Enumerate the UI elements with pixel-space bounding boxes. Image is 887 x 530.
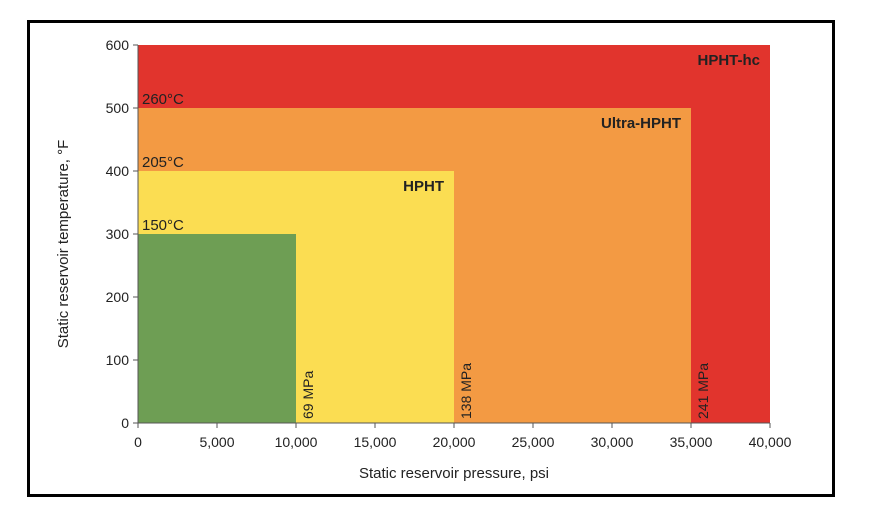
axes-layer: 0 5,000 10,000 15,000 20,000 25,000 30,000 35,0…	[106, 37, 792, 450]
x-tick-label: 20,000	[433, 434, 476, 450]
pressure-annotation-241-mpa: 241 MPa	[695, 363, 711, 419]
y-tick-label: 500	[106, 100, 130, 116]
y-tick-label: 400	[106, 163, 130, 179]
temperature-annotation-205-c: 205°C	[142, 154, 184, 171]
y-tick-label: 100	[106, 352, 130, 368]
region-base-3	[138, 234, 296, 423]
x-tick-label: 15,000	[354, 434, 397, 450]
annotations-layer: 260°C 205°C 150°C 69 MPa 138 MPa 241 MPa	[142, 91, 711, 419]
regions-layer: HPHT-hc Ultra-HPHT HPHT	[138, 45, 770, 423]
chart-frame: HPHT-hc Ultra-HPHT HPHT 260°C 205°C 150°C 69 …	[27, 20, 835, 497]
y-tick-label: 300	[106, 226, 130, 242]
y-tick-label: 0	[121, 415, 129, 431]
x-tick-label: 25,000	[512, 434, 555, 450]
x-tick-label: 5,000	[199, 434, 234, 450]
y-tick-label: 200	[106, 289, 130, 305]
temperature-annotation-150-c: 150°C	[142, 217, 184, 234]
x-tick-label: 10,000	[275, 434, 318, 450]
x-tick-label: 30,000	[591, 434, 634, 450]
y-axis-label: Static reservoir temperature, °F	[55, 140, 72, 349]
x-axis-label: Static reservoir pressure, psi	[359, 465, 549, 482]
y-tick-label: 600	[106, 37, 130, 53]
temperature-annotation-260-c: 260°C	[142, 91, 184, 108]
x-tick-label: 35,000	[670, 434, 713, 450]
region-label-hpht: HPHT	[403, 178, 444, 195]
x-tick-label: 0	[134, 434, 142, 450]
x-tick-label: 40,000	[749, 434, 792, 450]
region-label-hpht-hc: HPHT-hc	[697, 52, 760, 69]
region-label-ultra-hpht: Ultra-HPHT	[601, 115, 681, 132]
pressure-annotation-69-mpa: 69 MPa	[300, 371, 316, 419]
pressure-annotation-138-mpa: 138 MPa	[458, 363, 474, 419]
chart: HPHT-hc Ultra-HPHT HPHT 260°C 205°C 150°C 69 …	[55, 37, 792, 482]
